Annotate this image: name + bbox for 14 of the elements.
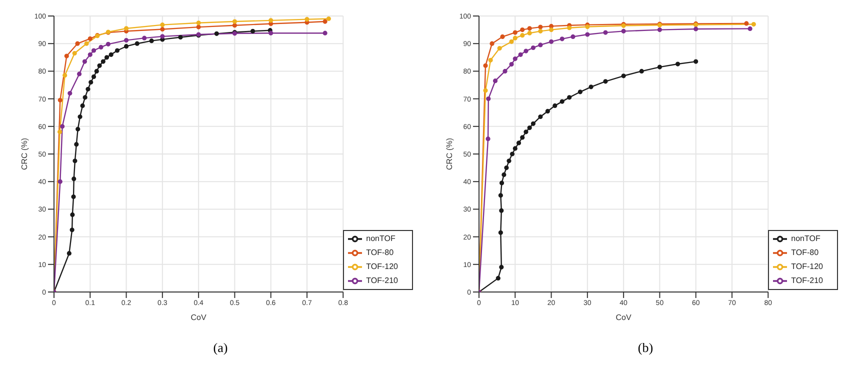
legend-label: nonTOF — [366, 234, 396, 244]
legend-label: TOF-210 — [791, 276, 823, 286]
x-axis-title: CoV — [616, 313, 632, 322]
x-axis-title: CoV — [190, 313, 208, 322]
legend-label: TOF-120 — [366, 262, 398, 272]
legend-label: TOF-210 — [366, 276, 398, 286]
y-axis-title: CRC (%) — [20, 138, 29, 170]
y-axis-title: CRC (%) — [444, 138, 454, 170]
legend-label: TOF-80 — [366, 248, 394, 258]
legend-label: nonTOF — [791, 234, 820, 244]
text: (b) — [636, 340, 654, 356]
text: (a) — [212, 340, 229, 356]
legend-label: TOF-120 — [791, 262, 823, 272]
legend-label: TOF-80 — [791, 248, 819, 258]
